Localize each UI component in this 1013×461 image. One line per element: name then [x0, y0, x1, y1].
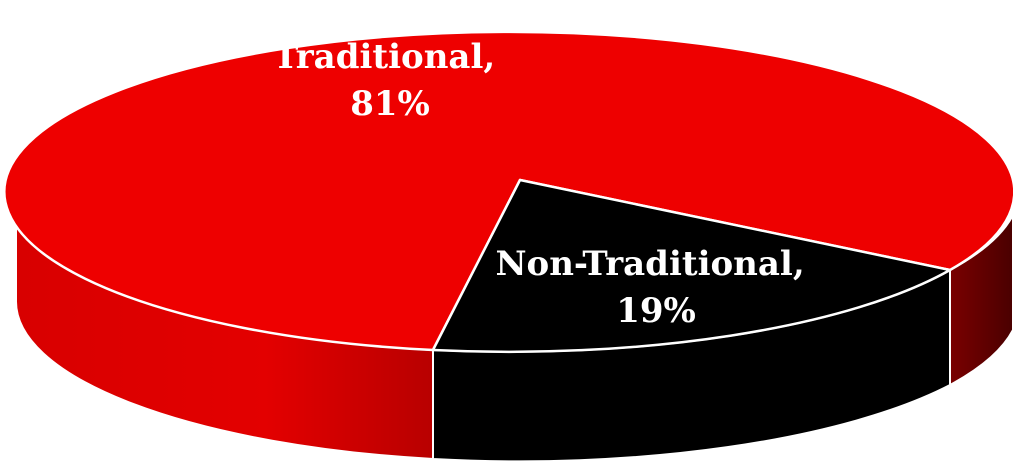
- slice-traditional: [3, 30, 1013, 352]
- data-label-traditional: Traditional, 81%: [273, 37, 507, 124]
- slice-non-traditional: [431, 178, 952, 354]
- data-label-traditional-name: Traditional,: [273, 37, 495, 77]
- data-label-traditional-value: 81%: [350, 84, 430, 124]
- data-label-non-traditional: Non-Traditional, 19%: [495, 244, 816, 331]
- data-label-non-traditional-name: Non-Traditional,: [495, 244, 804, 284]
- data-label-non-traditional-value: 19%: [616, 291, 696, 331]
